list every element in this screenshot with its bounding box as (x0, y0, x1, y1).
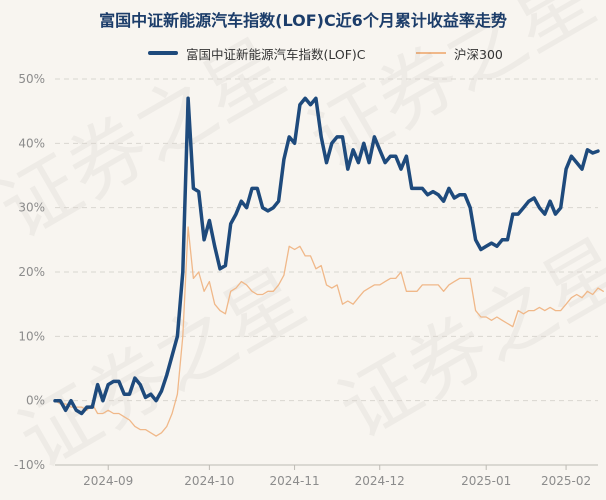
y-tick-label: 20% (18, 265, 45, 279)
x-tick-label: 2024-10 (184, 474, 234, 488)
y-tick-label: 40% (18, 136, 45, 150)
y-tick-label: 10% (18, 329, 45, 343)
legend-label-hs300: 沪深300 (454, 46, 503, 62)
legend-item-fund[interactable]: 富国中证新能源汽车指数(LOF)C (148, 44, 366, 62)
x-tick-label: 2024-12 (355, 474, 405, 488)
legend-item-hs300[interactable]: 沪深300 (416, 44, 503, 62)
axis-layer: -10% 0% 10% 20% 30% 40% 50% 2024-09 2024-10 2024-… (14, 72, 598, 488)
x-tick-label: 2025-02 (541, 474, 591, 488)
chart-title: 富国中证新能源汽车指数(LOF)C近6个月累计收益率走势 (99, 11, 507, 30)
legend: 富国中证新能源汽车指数(LOF)C 沪深300 (0, 44, 606, 62)
x-tick-label: 2024-11 (269, 474, 319, 488)
watermark-layer: 证券之星证券之星证券之星证券之星 (0, 0, 606, 486)
y-tick-label: -10% (14, 458, 45, 472)
series-line-hs300 (54, 226, 604, 437)
y-tick-label: 50% (18, 72, 45, 86)
watermark-text: 证券之星 (5, 253, 320, 487)
legend-label-fund: 富国中证新能源汽车指数(LOF)C (186, 46, 366, 62)
legend-swatch-fund (148, 51, 178, 55)
x-tick-label: 2025-01 (461, 474, 511, 488)
y-tick-label: 30% (18, 201, 45, 215)
legend-swatch-hs300 (416, 52, 446, 54)
series-line-fund (53, 96, 600, 416)
y-tick-label: 0% (26, 394, 45, 408)
watermark-text: 证券之星 (295, 0, 606, 186)
watermark-text: 证券之星 (325, 223, 606, 457)
x-tick-label: 2024-09 (83, 474, 133, 488)
series-layer (53, 96, 604, 437)
